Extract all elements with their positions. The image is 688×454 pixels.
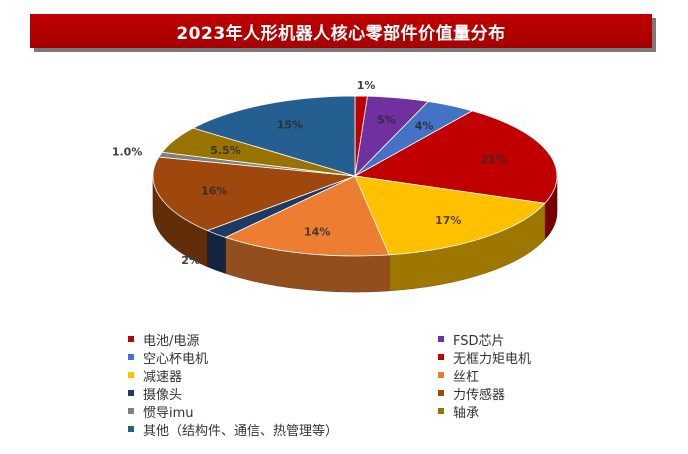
data-label-3: 21% — [481, 153, 507, 166]
legend-swatch — [128, 354, 134, 360]
legend-item-9: 轴承 — [438, 402, 480, 421]
slice-4 — [354, 175, 546, 256]
slice-5 — [224, 175, 390, 257]
legend-label: 丝杠 — [453, 369, 480, 385]
legend-swatch — [128, 336, 134, 342]
legend-swatch — [438, 336, 444, 342]
legend-swatch — [128, 390, 134, 396]
data-label-6: 2% — [181, 254, 200, 267]
legend-label: 无框力矩电机 — [453, 351, 532, 367]
data-label-8: 1.0% — [112, 146, 143, 159]
legend-item-4: 减速器 — [128, 366, 183, 385]
pie-wall-6 — [206, 230, 226, 274]
data-label-9: 5.5% — [210, 144, 241, 157]
legend-swatch — [438, 390, 444, 396]
legend-swatch — [128, 408, 134, 414]
legend-label: 力传感器 — [453, 387, 506, 403]
legend-item-0: 电池/电源 — [128, 330, 200, 349]
slice-3 — [353, 110, 558, 204]
legend-item-8: 惯导imu — [128, 402, 194, 421]
legend-label: 轴承 — [453, 405, 480, 421]
data-label-2: 4% — [415, 119, 434, 132]
legend-item-5: 丝杠 — [438, 366, 480, 385]
legend-label: 空心杯电机 — [143, 351, 209, 367]
legend-item-7: 力传感器 — [438, 384, 506, 403]
legend-label: 摄像头 — [143, 387, 183, 403]
legend-item-3: 无框力矩电机 — [438, 348, 532, 367]
legend-label: 电池/电源 — [143, 333, 200, 349]
legend-label: 惯导imu — [143, 405, 194, 421]
chart-title: 2023年人形机器人核心零部件价值量分布 — [176, 23, 506, 44]
legend-swatch — [438, 372, 444, 378]
legend-label: 其他（结构件、通信、热管理等） — [143, 423, 339, 439]
legend-swatch — [128, 372, 134, 378]
data-label-7: 16% — [201, 185, 227, 198]
data-label-5: 14% — [304, 226, 330, 239]
legend-swatch — [128, 426, 134, 432]
pie-data-labels: 1% 5% 4% 21% 17% 14% 2% 16% 1.0% 5.5% 15% — [112, 79, 507, 267]
data-label-4: 17% — [435, 214, 461, 227]
legend-label: 减速器 — [143, 369, 183, 385]
legend-item-10: 其他（结构件、通信、热管理等） — [128, 420, 339, 439]
legend-swatch — [438, 354, 444, 360]
legend-item-6: 摄像头 — [128, 384, 183, 403]
legend-label: FSD芯片 — [453, 333, 505, 349]
legend-item-1: FSD芯片 — [438, 330, 505, 349]
slice-10 — [192, 95, 356, 177]
data-label-1: 5% — [377, 114, 396, 127]
chart-title-bar: 2023年人形机器人核心零部件价值量分布 — [30, 14, 652, 48]
pie-slices — [152, 95, 558, 257]
legend-swatch — [438, 408, 444, 414]
data-label-0: 1% — [357, 79, 376, 92]
slice-7 — [152, 156, 356, 231]
pie-sides — [152, 175, 558, 293]
legend-item-2: 空心杯电机 — [128, 348, 209, 367]
data-label-10: 15% — [277, 119, 303, 132]
